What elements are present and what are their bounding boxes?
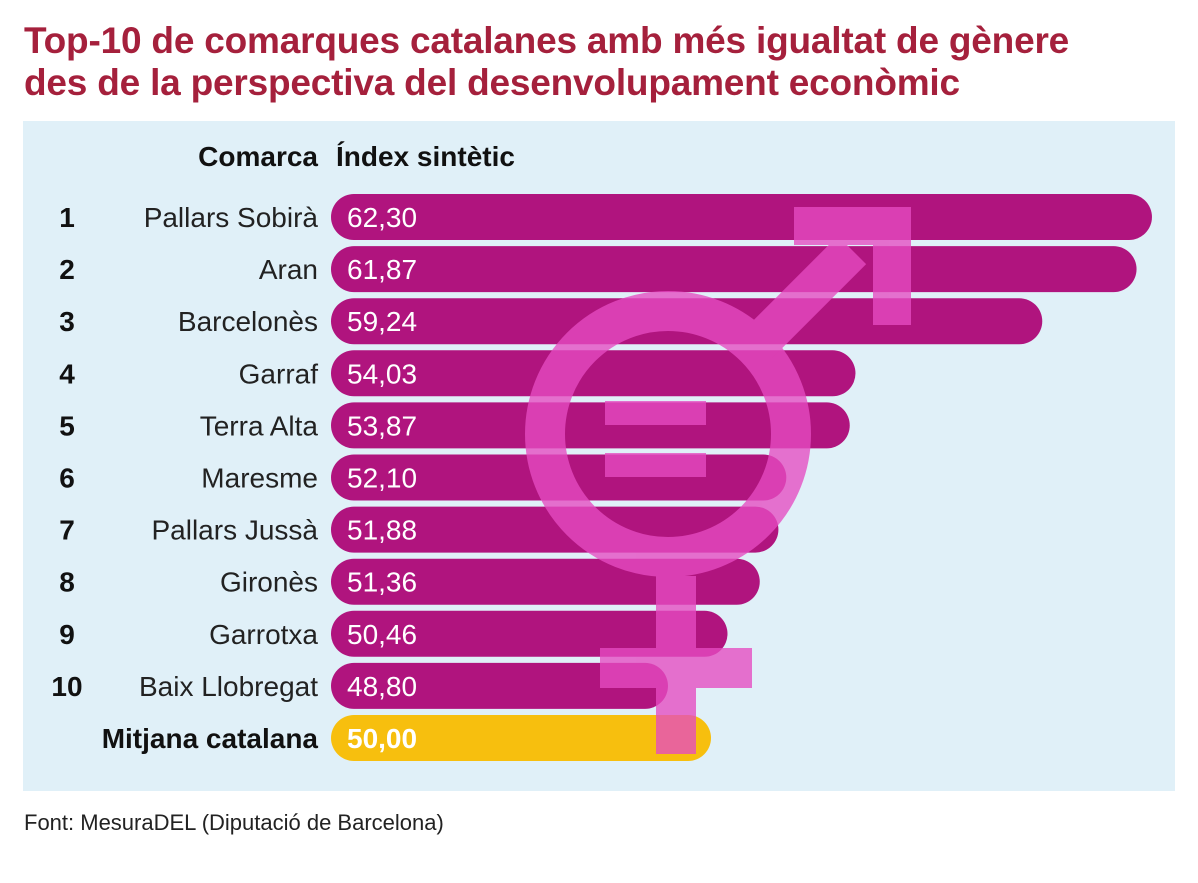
bar-1 (331, 194, 1152, 240)
column-header-comarca: Comarca (198, 141, 318, 172)
category-label-5: Terra Alta (200, 410, 319, 441)
value-label-6: 52,10 (347, 463, 417, 494)
category-label-3: Barcelonès (178, 306, 318, 337)
chart-title: Top-10 de comarques catalanes amb més ig… (24, 20, 1069, 104)
bar-4 (331, 350, 856, 397)
category-label-1: Pallars Sobirà (144, 202, 319, 233)
rank-label-6: 6 (59, 463, 75, 494)
rank-label-4: 4 (59, 358, 75, 389)
rank-label-3: 3 (59, 306, 75, 337)
gender-equality-icon (525, 207, 911, 754)
average-value-label: 50,00 (347, 723, 417, 754)
rank-label-1: 1 (59, 202, 75, 233)
value-label-3: 59,24 (347, 306, 417, 337)
rank-label-7: 7 (59, 515, 75, 546)
value-label-8: 51,36 (347, 567, 417, 598)
value-label-7: 51,88 (347, 515, 417, 546)
rank-label-9: 9 (59, 619, 75, 650)
value-label-2: 61,87 (347, 254, 417, 285)
category-label-2: Aran (259, 254, 318, 285)
rank-label-10: 10 (51, 671, 82, 702)
bar-5 (331, 402, 850, 449)
value-label-4: 54,03 (347, 358, 417, 389)
labels-group: 62,30 1 Pallars Sobirà 61,87 2 Aran 59,24 3 Barc… (51, 202, 417, 754)
category-label-10: Baix Llobregat (139, 671, 318, 702)
value-label-9: 50,46 (347, 619, 417, 650)
category-label-6: Maresme (201, 463, 318, 494)
chart-title-line-1: Top-10 de comarques catalanes amb més ig… (24, 20, 1070, 61)
bar-2 (331, 246, 1137, 293)
average-bar (331, 715, 712, 761)
rank-label-2: 2 (59, 254, 75, 285)
category-label-4: Garraf (239, 358, 319, 389)
category-label-7: Pallars Jussà (151, 515, 318, 546)
average-label: Mitjana catalana (102, 723, 319, 754)
bar-10 (331, 662, 668, 709)
category-label-8: Gironès (220, 567, 318, 598)
rank-label-8: 8 (59, 567, 75, 598)
value-label-10: 48,80 (347, 671, 417, 702)
column-header-index: Índex sintètic (336, 141, 515, 172)
source-note: Font: MesuraDEL (Diputació de Barcelona) (24, 810, 444, 835)
bar-9 (331, 610, 728, 657)
value-label-5: 53,87 (347, 410, 417, 441)
category-label-9: Garrotxa (209, 619, 318, 650)
chart-title-line-2: des de la perspectiva del desenvolupamen… (24, 62, 960, 103)
rank-label-5: 5 (59, 410, 75, 441)
value-label-1: 62,30 (347, 202, 417, 233)
